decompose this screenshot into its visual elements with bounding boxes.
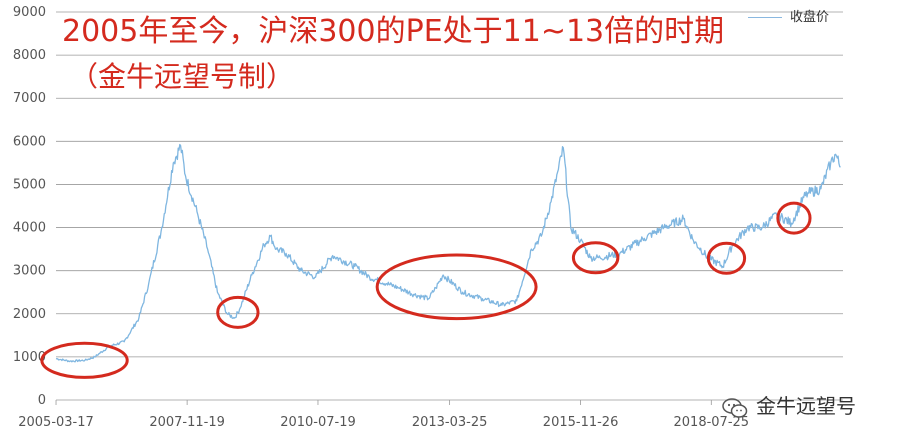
highlight-ellipse bbox=[40, 341, 129, 379]
y-tick-label: 0 bbox=[38, 393, 46, 408]
x-tick-label: 2007-11-19 bbox=[149, 415, 225, 430]
legend-swatch bbox=[748, 17, 782, 18]
x-tick-label: 2005-03-17 bbox=[18, 415, 94, 430]
y-tick-label: 6000 bbox=[13, 134, 46, 149]
legend-label: 收盘价 bbox=[790, 10, 830, 25]
highlight-ellipse bbox=[216, 295, 260, 329]
x-axis: 2005-03-17 2007-11-19 2010-07-19 2013-03-25… bbox=[18, 400, 749, 430]
x-tick-label: 2010-07-19 bbox=[280, 415, 356, 430]
y-tick-label: 1000 bbox=[13, 350, 46, 365]
x-tick-label: 2015-11-26 bbox=[543, 415, 619, 430]
highlight-ellipse bbox=[776, 201, 812, 235]
watermark: 金牛远望号 bbox=[722, 390, 856, 419]
y-tick-label: 7000 bbox=[13, 91, 46, 106]
y-tick-label: 3000 bbox=[13, 264, 46, 279]
close-price-line bbox=[55, 143, 841, 363]
highlight-ellipse bbox=[706, 241, 747, 275]
wechat-icon bbox=[722, 397, 748, 418]
highlight-ellipse bbox=[571, 241, 620, 275]
y-axis: 0 1000 2000 3000 4000 5000 6000 7000 8000 9000 bbox=[13, 5, 46, 408]
y-tick-label: 2000 bbox=[13, 307, 46, 322]
legend: 收盘价 bbox=[748, 6, 830, 25]
highlight-ellipse bbox=[375, 253, 538, 321]
chart-subtitle: （金牛远望号制） bbox=[70, 60, 295, 93]
y-tick-label: 9000 bbox=[13, 5, 46, 20]
highlight-circles bbox=[40, 201, 812, 379]
y-tick-label: 4000 bbox=[13, 221, 46, 236]
x-tick-label: 2013-03-25 bbox=[412, 415, 488, 430]
watermark-text: 金牛远望号 bbox=[756, 394, 856, 418]
grid-lines bbox=[56, 11, 843, 401]
x-tick-label: 2018-07-25 bbox=[674, 415, 750, 430]
y-tick-label: 8000 bbox=[13, 48, 46, 63]
y-tick-label: 5000 bbox=[13, 177, 46, 192]
chart-title: 2005年至今，沪深300的PE处于11~13倍的时期 bbox=[62, 14, 725, 49]
